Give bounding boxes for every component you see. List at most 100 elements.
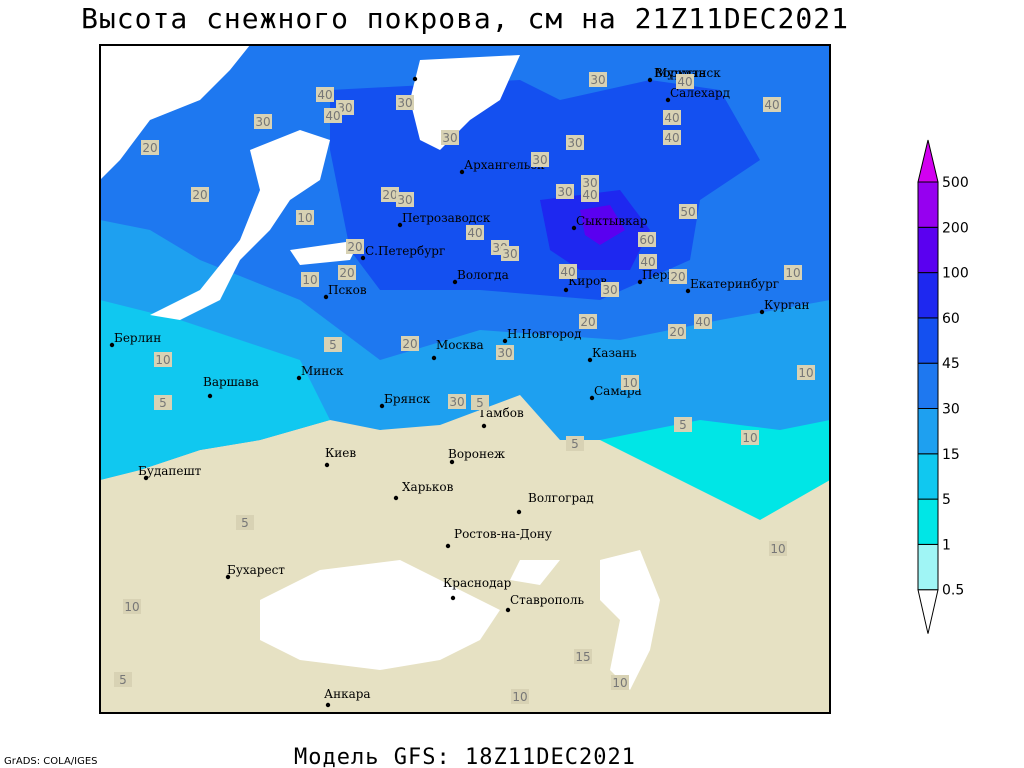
contour-label: 20 [382,188,397,202]
contour-label: 40 [582,188,597,202]
contour-label-box [579,314,597,329]
contour-label-box [581,187,599,202]
contour-label: 30 [449,395,464,409]
city-label: Волгоград [528,491,594,505]
contour-label-box [639,254,657,269]
contour-label: 10 [785,266,800,280]
contour-label: 20 [339,266,354,280]
city-label: Воронеж [448,447,505,461]
city-dot [143,475,149,481]
city-dot [637,279,643,285]
city-dot [647,77,653,83]
contour-label-box [559,264,577,279]
contour-label: 30 [497,346,512,360]
contour-label: 5 [679,418,687,432]
contour-label-box [797,365,815,380]
contour-label: 30 [532,153,547,167]
city-label: Екатеринбург [690,277,779,291]
contour-label-box [574,649,592,664]
contour-label: 40 [664,111,679,125]
contour-label: 20 [670,270,685,284]
city-dot [325,702,331,708]
city-dot [481,423,487,429]
city-label: Минск [301,364,344,378]
city-label: Архангельск [464,158,545,172]
colorbar-label: 45 [942,356,960,372]
contour-label: 10 [770,542,785,556]
city-dot [296,375,302,381]
contour-label-box [741,430,759,445]
city-dot [571,225,577,231]
colorbar-band [917,226,939,274]
contour-label: 30 [255,115,270,129]
city-dot [324,462,330,468]
city-dot [502,338,508,344]
city-dot [323,294,329,300]
contour-label: 40 [764,98,779,112]
contour-label-box [114,672,132,687]
city-label: Мурманск [655,66,721,80]
city-dot [459,169,465,175]
contour-label-box [674,417,692,432]
contour-label: 15 [575,650,590,664]
contour-label: 40 [317,88,332,102]
contour-label: 30 [590,73,605,87]
contour-label: 40 [325,109,340,123]
contour-label: 5 [159,396,167,410]
city-label: Псков [328,283,367,297]
contour-label-box [466,225,484,240]
contour-label-box [566,135,584,150]
contour-label: 30 [567,136,582,150]
city-label: Курган [764,298,809,312]
contour-label: 5 [119,673,127,687]
subtitle: Модель GFS: 18Z11DEC2021 [294,745,636,768]
contour-label-box [694,314,712,329]
colorbar-band [917,408,939,455]
colorbar-band [917,272,939,319]
contour-label: 20 [580,315,595,329]
contour-label-box [254,114,272,129]
city-dot [450,595,456,601]
city-dot [412,76,418,82]
contour-label-box [296,210,314,225]
contour-label-box [769,541,787,556]
city-dot [449,459,455,465]
colorbar-top [917,139,939,183]
credit: GrADS: COLA/IGES [4,756,98,767]
contour-label-box [531,152,549,167]
contour-label: 10 [297,211,312,225]
colorbar-label: 200 [942,220,969,236]
contour-label-box [301,272,319,287]
contour-label-box [763,97,781,112]
city-dot [685,288,691,294]
contour-label-box [236,515,254,530]
colorbar-bottom [917,589,939,634]
city-label: Будапешт [138,464,202,478]
colorbar-band [917,181,939,228]
contour-label-box [448,394,466,409]
city-label: Тамбов [478,406,524,420]
contour-label: 10 [124,600,139,614]
city-label: Брянск [384,392,431,406]
contour-label: 30 [582,176,597,190]
city-dot [431,355,437,361]
colorbar-label: 30 [942,402,960,418]
contour-label-box [346,239,364,254]
city-label: Н.Новгород [507,327,582,341]
city-label: Петрозаводск [402,211,491,225]
city-dot [109,342,115,348]
contour-label-box [141,140,159,155]
city-label: Вологда [457,268,509,282]
colorbar-label: 100 [942,266,969,282]
contour-label: 40 [677,75,692,89]
contour-label: 10 [155,353,170,367]
contour-label: 5 [571,437,579,451]
contour-label-box [663,110,681,125]
contour-label-box [663,130,681,145]
colorbar-label: 15 [942,447,960,463]
contour-label-box [191,187,209,202]
contour-label: 40 [695,315,710,329]
contour-label: 5 [241,516,249,530]
contour-label: 40 [664,131,679,145]
